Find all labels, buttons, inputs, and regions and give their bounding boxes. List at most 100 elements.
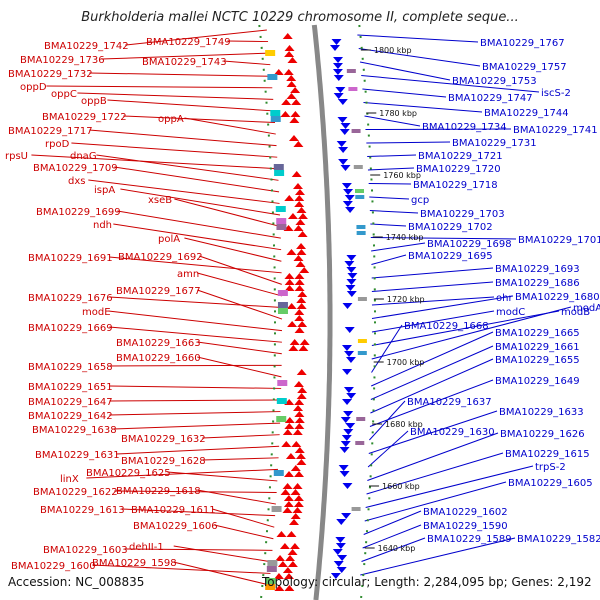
forward-gene-arrow (284, 285, 295, 291)
right-connector (371, 242, 426, 252)
left-gene-label: BMA10229_1749 (146, 37, 231, 48)
backbone-line (311, 24, 333, 600)
left-gene-label: dxs (68, 176, 85, 187)
left-gene-label: BMA10229_1676 (28, 293, 113, 304)
left-connector (199, 255, 282, 285)
left-gene-label: BMA10229_1677 (116, 286, 201, 297)
reverse-gene-arrow (338, 465, 349, 471)
right-gene-label: BMA10229_1720 (416, 164, 501, 175)
forward-gene-arrow (284, 417, 295, 423)
reverse-gene-arrow (332, 63, 343, 69)
right-connector (371, 310, 495, 333)
reverse-gene-arrow (336, 519, 347, 525)
left-gene-label: BMA10229_1628 (121, 456, 206, 467)
reverse-gene-arrow (346, 267, 357, 273)
left-connector (120, 188, 281, 216)
left-gene-label: ispA (94, 185, 115, 196)
forward-gene-arrow (286, 93, 297, 99)
right-gene-label: BMA10229_1665 (495, 328, 580, 339)
forward-gene-arrow (288, 519, 299, 525)
forward-gene-arrow (293, 495, 304, 501)
left-connector (109, 296, 283, 308)
left-gene-label: BMA10229_1651 (28, 382, 113, 393)
right-gene-label: BMA10229_1701 (518, 235, 600, 246)
right-gene-label: BMA10229_1693 (495, 264, 580, 275)
kbp-label: 1720 kbp (387, 295, 425, 304)
reverse-gene-arrow (338, 147, 349, 153)
left-gene-label: polA (158, 234, 180, 245)
right-gene-label: BMA10229_1630 (410, 427, 495, 438)
right-connector (371, 281, 494, 292)
left-gene-label: BMA10229_1631 (35, 450, 120, 461)
right-connector (369, 400, 406, 441)
rna-feature-box (267, 560, 278, 566)
forward-gene-arrow (284, 423, 295, 429)
left-gene-label: BMA10229_1658 (28, 362, 113, 373)
left-connector (184, 117, 276, 135)
forward-gene-arrow (273, 69, 284, 75)
forward-gene-arrow (294, 273, 305, 279)
forward-gene-arrow (296, 393, 307, 399)
left-gene-label: oppD (20, 82, 47, 93)
rna-feature-box (266, 566, 277, 572)
reverse-gene-arrow (337, 117, 348, 123)
gene-features (265, 33, 367, 591)
left-gene-label: oppA (158, 114, 184, 125)
forward-gene-arrow (292, 429, 303, 435)
left-connector (174, 198, 281, 228)
right-gene-label: BMA10229_1680 (515, 292, 600, 303)
left-connector (92, 564, 271, 574)
forward-gene-arrow (277, 561, 288, 567)
left-connector (223, 60, 271, 66)
forward-gene-arrow (286, 249, 297, 255)
reverse-gene-arrow (344, 351, 355, 357)
right-connector (366, 452, 504, 495)
forward-gene-arrow (294, 315, 305, 321)
reverse-gene-arrow (342, 369, 353, 375)
forward-gene-arrow (284, 585, 295, 591)
forward-gene-arrow (291, 99, 302, 105)
genome-ring (258, 24, 376, 600)
reverse-gene-arrow (344, 327, 355, 333)
left-connector (173, 545, 272, 563)
kbp-label: 1760 kbp (383, 171, 421, 180)
kbp-label: 1640 kbp (378, 544, 416, 553)
reverse-gene-arrow (333, 561, 344, 567)
right-gene-label: modC (496, 307, 525, 318)
reverse-gene-arrow (335, 87, 346, 93)
forward-gene-arrow (289, 543, 300, 549)
left-gene-label: BMA10229_1663 (116, 338, 201, 349)
right-connector (361, 75, 540, 93)
rna-feature-box (355, 189, 365, 193)
left-connector (184, 237, 282, 262)
left-gene-label: BMA10229_1692 (118, 252, 203, 263)
reverse-gene-arrow (332, 549, 343, 555)
forward-gene-arrow (274, 585, 285, 591)
right-connector (370, 345, 494, 400)
right-connector (358, 48, 481, 67)
forward-gene-arrow (296, 297, 307, 303)
left-connector (114, 166, 280, 193)
forward-gene-arrow (294, 189, 305, 195)
right-connector (359, 61, 451, 81)
right-gene-label: BMA10229_1753 (452, 76, 537, 87)
rna-feature-box (276, 224, 287, 230)
right-gene-label: BMA10229_1734 (422, 122, 507, 133)
right-connector (371, 331, 494, 387)
right-gene-label: modA (573, 303, 600, 314)
left-gene-label: BMA10229_1613 (40, 505, 125, 516)
right-connector (371, 324, 403, 373)
forward-gene-arrow (282, 33, 293, 39)
reverse-gene-arrow (345, 423, 356, 429)
reverse-gene-arrow (336, 567, 347, 573)
reverse-gene-arrow (331, 39, 342, 45)
left-connector (109, 385, 282, 389)
kbp-label: 1680 kbp (385, 420, 423, 429)
left-gene-label: BMA10229_1691 (28, 253, 113, 264)
left-connector (107, 99, 275, 112)
rna-feature-box (270, 110, 281, 116)
forward-gene-arrow (287, 549, 298, 555)
rna-feature-box (356, 231, 366, 235)
reverse-gene-arrow (330, 573, 341, 579)
rna-feature-box (357, 297, 367, 301)
